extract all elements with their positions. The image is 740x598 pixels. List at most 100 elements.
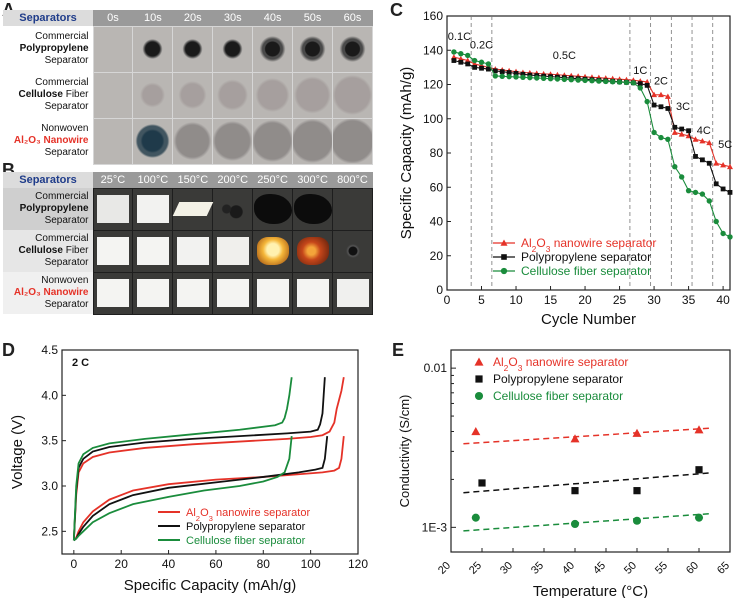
separator-sample	[136, 237, 169, 265]
row-label-line1: Nonwoven	[41, 275, 89, 286]
droplet-spot	[133, 119, 173, 163]
data-point	[623, 79, 630, 86]
sample-slot	[213, 189, 252, 229]
data-point	[692, 189, 699, 196]
sample-slot	[333, 231, 372, 271]
row-label-line2: Al₂O₃ Nanowire	[13, 287, 89, 298]
y-tick-label: 160	[423, 9, 443, 23]
series-2	[72, 377, 293, 542]
discharge-curve	[73, 436, 345, 541]
x-tick-label: 20	[436, 560, 453, 577]
rate-capability-chart: 0 5 10 15 20 25 30 35 40 0 20 40 60 80 100 120 140 160 Cyc…	[398, 9, 733, 328]
x-tick-label: 0	[70, 557, 77, 571]
data-point	[616, 79, 623, 85]
separator-sample	[216, 237, 249, 265]
legend-label: Al2O3 nanowire separator	[186, 507, 310, 523]
droplet-spot	[173, 119, 213, 163]
droplet-spot	[173, 27, 213, 71]
legend-label: Al2O3 nanowire separator	[493, 355, 628, 373]
x-tick-label: 15	[544, 293, 558, 307]
voltage-profile-chart: 0 20 40 60 80 100 120 2.5 3.0 3.5 4.0 4.5 2 C Specifi…	[9, 343, 368, 594]
y-tick-label: 0	[436, 283, 443, 297]
x-axis-label: Specific Capacity (mAh/g)	[124, 577, 297, 594]
data-point	[596, 78, 602, 84]
row-label-line1: Commercial	[35, 233, 89, 244]
droplet-spot	[253, 119, 293, 163]
data-point	[720, 186, 726, 192]
column-header-30s: 30s	[212, 10, 253, 26]
x-tick-label: 30	[498, 560, 515, 577]
separator-sample	[293, 194, 332, 224]
droplet-spot	[94, 27, 133, 71]
sample-slot	[94, 189, 133, 229]
separator-sample	[96, 195, 129, 223]
wetting-sample-cell	[332, 117, 373, 165]
data-point	[651, 129, 657, 136]
x-tick-label: 20	[115, 557, 129, 571]
separator-sample	[136, 279, 169, 307]
x-tick-label: 40	[560, 560, 577, 577]
rate-label: 0.2C	[470, 40, 493, 52]
data-point	[520, 71, 526, 77]
wetting-sample-cell	[332, 25, 373, 73]
data-point	[637, 85, 643, 91]
y-tick-label: 20	[430, 249, 444, 263]
column-header-20s: 20s	[172, 10, 213, 26]
droplet-spot	[253, 27, 293, 71]
wetting-sample-cell	[332, 71, 373, 119]
charge-curve	[72, 377, 345, 541]
wetting-sample-cell	[292, 117, 334, 165]
separator-sample	[256, 279, 289, 307]
thermal-sample-cell	[212, 187, 254, 231]
column-header-50s: 50s	[292, 10, 333, 26]
data-point	[465, 61, 471, 67]
series-2	[463, 512, 712, 532]
row-label-line2-rest: Fiber	[62, 245, 89, 256]
data-point	[672, 164, 678, 170]
data-point	[693, 154, 698, 159]
data-point	[478, 479, 486, 487]
thermal-sample-cell	[292, 187, 334, 231]
data-point	[465, 52, 471, 59]
row-label-line2: Al₂O₃ Nanowire	[13, 135, 89, 146]
row-label-line1: Commercial	[35, 77, 89, 88]
data-point	[609, 79, 616, 85]
y-tick-label: 4.5	[41, 343, 58, 357]
data-point	[651, 91, 658, 98]
data-point	[458, 50, 464, 57]
thermal-sample-cell	[92, 229, 134, 273]
wetting-sample-cell	[172, 25, 214, 73]
wetting-sample-cell	[292, 25, 334, 73]
x-tick-label: 25	[467, 560, 484, 577]
droplet-spot	[133, 27, 173, 71]
data-point	[633, 487, 641, 495]
rate-label: 0.5C	[553, 50, 576, 62]
discharge-curve	[73, 436, 329, 542]
y-tick-label: 1E-3	[422, 520, 448, 534]
column-header-800°C: 800°C	[332, 172, 373, 188]
data-point	[699, 138, 706, 144]
wetting-sample-cell	[212, 117, 254, 165]
droplet-spot	[293, 27, 333, 71]
data-point	[720, 161, 727, 168]
row-label-line3: Separator	[44, 257, 89, 268]
sample-slot	[293, 189, 332, 229]
wetting-sample-cell	[172, 71, 214, 119]
data-point	[727, 189, 733, 195]
wetting-test-table: Separators 0s 10s 20s 30s 40s 50s 60s Commerci…	[3, 10, 373, 165]
column-header-100°C: 100°C	[132, 172, 173, 188]
row-label-line2: Polypropylene	[19, 43, 89, 54]
wetting-sample-cell	[252, 117, 294, 165]
data-point	[694, 425, 704, 434]
column-header-10s: 10s	[132, 10, 173, 26]
x-tick-label: 120	[348, 557, 368, 571]
legend-label: Al2O3 nanowire separator	[521, 236, 656, 254]
thermal-sample-cell	[292, 229, 334, 273]
data-point	[658, 104, 664, 110]
separator-sample	[336, 279, 369, 307]
data-point	[520, 74, 526, 81]
data-point	[571, 487, 579, 495]
data-point	[665, 106, 671, 111]
legend-label: Cellulose fiber separator	[493, 389, 623, 403]
row-label-line1: Commercial	[35, 31, 89, 42]
